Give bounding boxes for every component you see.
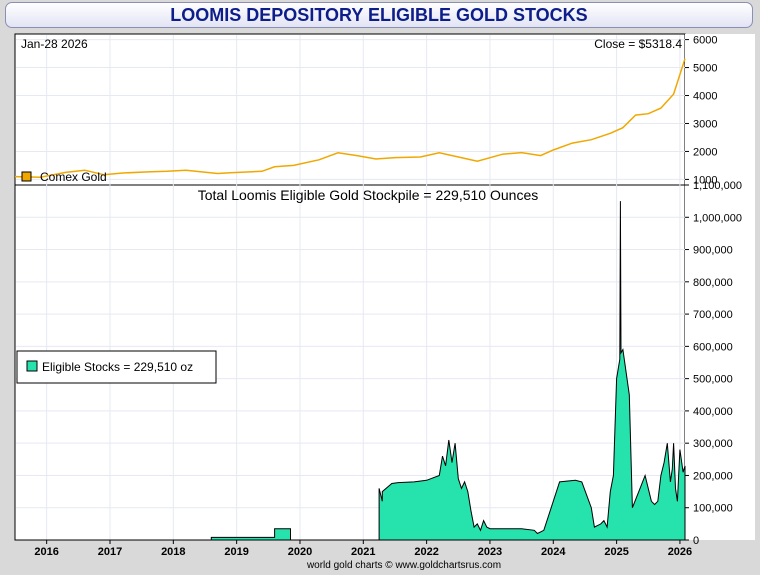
gold-y-tick-label: 2000 (693, 146, 717, 158)
stocks-title: Total Loomis Eligible Gold Stockpile = 2… (198, 187, 538, 203)
x-tick-label: 2021 (351, 546, 375, 558)
x-tick-label: 2026 (668, 546, 692, 558)
stocks-legend-box (16, 350, 217, 384)
stocks-series (15, 201, 686, 541)
gold-price-line (14, 58, 686, 178)
y-axis-strip (685, 34, 755, 540)
stocks-y-tick-label: 700,000 (693, 309, 733, 321)
stocks-y-tick-label: 0 (693, 535, 699, 547)
gold-y-tick-label: 4000 (693, 91, 717, 103)
gold-series (14, 58, 686, 178)
gold-y-axis: 1000 2000 3000 4000 5000 6000 (685, 35, 717, 186)
stocks-y-tick-label: 1,100,000 (693, 180, 742, 192)
stocks-y-tick-label: 1,000,000 (693, 212, 742, 224)
grid-lines (16, 35, 685, 540)
x-tick-label: 2022 (414, 546, 438, 558)
gold-y-tick-label: 3000 (693, 118, 717, 130)
gold-y-tick-label: 1000 (693, 174, 717, 186)
x-tick-label: 2017 (98, 546, 122, 558)
x-tick-label: 2024 (541, 546, 566, 558)
footer-credit: world gold charts © www.goldchartsrus.co… (306, 560, 501, 571)
gold-y-tick-label: 5000 (693, 63, 717, 75)
stocks-y-tick-label: 600,000 (693, 341, 733, 353)
x-tick-label: 2018 (161, 546, 185, 558)
stocks-area (15, 201, 686, 541)
stocks-y-tick-label: 300,000 (693, 438, 733, 450)
stocks-y-tick-label: 200,000 (693, 470, 733, 482)
gold-legend-swatch (21, 171, 32, 182)
x-axis: 2016 2017 2018 2019 2020 2021 2022 2023 2024 2025… (34, 540, 692, 558)
gold-legend-label: Comex Gold (40, 170, 107, 184)
stocks-y-tick-label: 800,000 (693, 277, 733, 289)
stocks-y-tick-label: 500,000 (693, 374, 733, 386)
x-tick-label: 2020 (288, 546, 312, 558)
x-tick-label: 2025 (604, 546, 628, 558)
gold-y-tick-label: 6000 (693, 35, 717, 47)
stocks-legend-label: Eligible Stocks = 229,510 oz (42, 360, 193, 374)
x-tick-label: 2023 (478, 546, 502, 558)
stocks-y-tick-label: 100,000 (693, 503, 733, 515)
stocks-legend-swatch (26, 360, 38, 372)
x-tick-label: 2019 (224, 546, 248, 558)
close-label: Close = $5318.4 (594, 37, 682, 51)
stocks-y-tick-label: 400,000 (693, 406, 733, 418)
date-label: Jan-28 2026 (21, 37, 88, 51)
x-tick-label: 2016 (34, 546, 58, 558)
gold-price-panel (14, 33, 686, 186)
stocks-y-tick-label: 900,000 (693, 245, 733, 257)
chart-title: LOOMIS DEPOSITORY ELIGIBLE GOLD STOCKS (5, 2, 753, 28)
stocks-y-axis: 0 100,000 200,000 300,000 400,000 500,000 600,… (685, 180, 742, 547)
